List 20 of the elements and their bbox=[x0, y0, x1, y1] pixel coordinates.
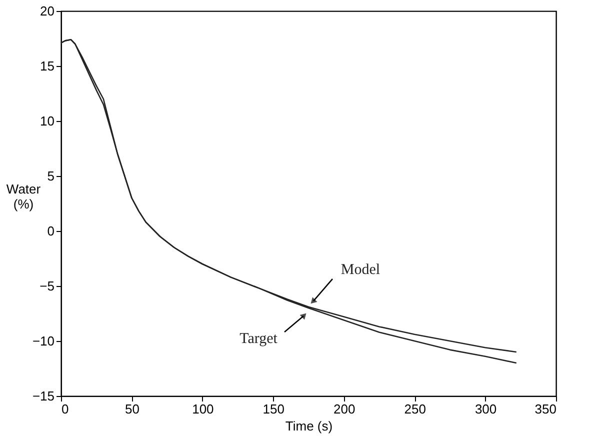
y-axis-title: Water (%) bbox=[6, 181, 42, 212]
x-tick-label: 150 bbox=[262, 402, 284, 416]
y-tick-label: −5 bbox=[40, 278, 54, 294]
text: Target bbox=[240, 331, 278, 347]
x-axis-title: Time (s) bbox=[285, 418, 333, 434]
x-tick-label: 100 bbox=[192, 402, 214, 416]
y-tick-label: 0 bbox=[47, 224, 54, 238]
x-tick-label: 50 bbox=[124, 402, 140, 416]
y-tick-label: −15 bbox=[32, 388, 54, 404]
x-tick-label: 350 bbox=[534, 402, 556, 416]
x-tick-label: 250 bbox=[404, 402, 426, 416]
y-tick-label: 5 bbox=[47, 168, 54, 184]
x-tick-label: 0 bbox=[62, 402, 69, 416]
y-tick-label: 20 bbox=[40, 4, 54, 18]
x-tick-label: 200 bbox=[334, 402, 356, 416]
text: Model bbox=[340, 262, 380, 278]
y-tick-label: 15 bbox=[40, 58, 54, 74]
y-tick-label: −10 bbox=[32, 334, 54, 348]
x-tick-label: 300 bbox=[474, 402, 497, 416]
y-tick-label: 10 bbox=[40, 114, 54, 128]
